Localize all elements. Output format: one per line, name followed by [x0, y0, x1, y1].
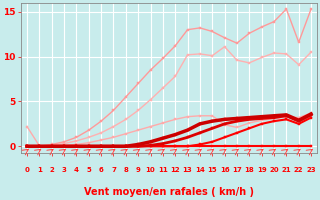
X-axis label: Vent moyen/en rafales ( km/h ): Vent moyen/en rafales ( km/h )	[84, 187, 254, 197]
